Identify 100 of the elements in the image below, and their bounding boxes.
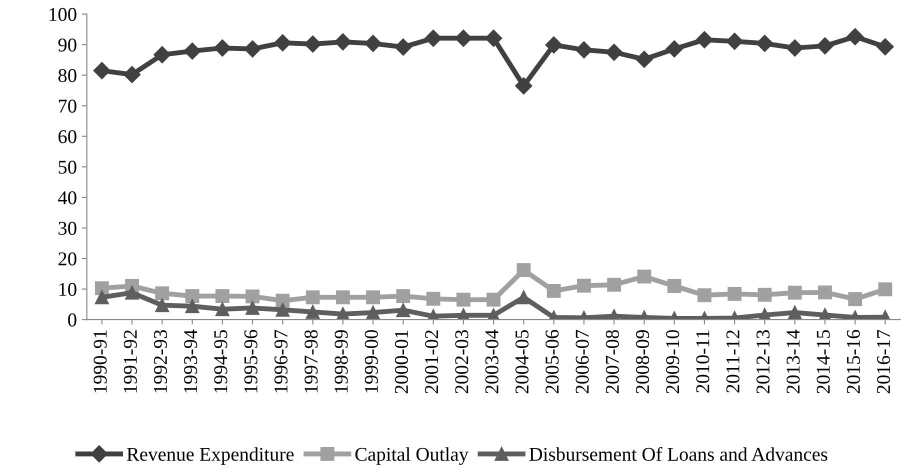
point bbox=[154, 46, 171, 64]
x-tick-label: 2006-07 bbox=[576, 330, 589, 394]
point bbox=[698, 288, 712, 302]
point bbox=[215, 289, 230, 304]
point bbox=[424, 30, 442, 47]
point bbox=[396, 303, 410, 318]
point bbox=[306, 305, 320, 319]
point bbox=[394, 38, 412, 56]
x-tick-label: 1999-00 bbox=[364, 330, 378, 392]
point bbox=[667, 279, 682, 293]
point bbox=[848, 292, 862, 306]
y-tick-label: 100 bbox=[50, 8, 76, 22]
point bbox=[606, 44, 623, 61]
point bbox=[485, 30, 502, 47]
point bbox=[575, 41, 592, 58]
point bbox=[94, 290, 109, 304]
x-tick-label: 2016-17 bbox=[876, 330, 890, 394]
x-tick-label: 2004-05 bbox=[515, 330, 529, 394]
y-tick-label: 90 bbox=[58, 38, 76, 52]
y-tick-label: 10 bbox=[59, 282, 76, 296]
point bbox=[456, 292, 470, 307]
point bbox=[276, 294, 290, 308]
point bbox=[185, 299, 200, 314]
y-tick-label: 40 bbox=[58, 191, 76, 204]
point bbox=[364, 34, 382, 52]
point bbox=[246, 301, 260, 315]
point bbox=[516, 290, 531, 304]
point bbox=[184, 42, 201, 60]
y-tick-label: 30 bbox=[58, 222, 76, 235]
point bbox=[607, 278, 622, 292]
point bbox=[306, 290, 320, 304]
point bbox=[276, 302, 290, 317]
x-tick-label: 1994-95 bbox=[214, 330, 228, 392]
point bbox=[788, 286, 802, 300]
point bbox=[846, 28, 864, 46]
y-tick-label: 70 bbox=[58, 100, 76, 113]
point bbox=[274, 34, 292, 52]
x-tick-label: 1995-96 bbox=[244, 330, 258, 392]
point bbox=[366, 290, 380, 304]
point bbox=[636, 50, 653, 68]
x-tick-label: 1996-97 bbox=[274, 330, 288, 392]
point bbox=[214, 39, 231, 57]
y-tick-label: 80 bbox=[58, 69, 76, 82]
x-tick-label: 1997-98 bbox=[304, 330, 318, 392]
x-tick-label: 2011-12 bbox=[726, 330, 740, 393]
point bbox=[516, 263, 531, 278]
x-tick-label: 1992-93 bbox=[154, 330, 168, 392]
point bbox=[155, 286, 170, 300]
x-tick-label: 2010-11 bbox=[696, 330, 710, 393]
point bbox=[756, 34, 774, 52]
x-tick-label: 2003-04 bbox=[485, 330, 498, 394]
point bbox=[876, 38, 894, 56]
point bbox=[666, 40, 683, 58]
point bbox=[728, 286, 742, 301]
point bbox=[246, 289, 260, 304]
x-tick-label: 1998-99 bbox=[334, 330, 348, 392]
legend-label: Capital Outlay bbox=[355, 447, 468, 465]
x-tick-label: 2002-03 bbox=[455, 330, 468, 394]
point bbox=[546, 284, 561, 298]
x-tick-label: 2015-16 bbox=[846, 330, 860, 394]
point bbox=[788, 306, 802, 320]
point bbox=[125, 286, 139, 300]
point bbox=[545, 36, 562, 54]
x-tick-label: 2000-01 bbox=[394, 330, 408, 394]
x-tick-label: 2007-08 bbox=[606, 330, 619, 394]
x-tick-label: 2013-14 bbox=[786, 330, 800, 394]
y-tick-label: 50 bbox=[58, 160, 76, 174]
legend-label: Disbursement Of Loans and Advances bbox=[529, 447, 828, 461]
x-tick-label: 2001-02 bbox=[425, 330, 438, 394]
point bbox=[726, 32, 744, 50]
x-tick-label: 2014-15 bbox=[816, 330, 830, 394]
point bbox=[758, 288, 772, 302]
x-tick-label: 2005-06 bbox=[546, 330, 559, 394]
point bbox=[816, 37, 834, 54]
y-tick-label: 20 bbox=[58, 252, 76, 266]
legend-label: Revenue Expenditure bbox=[126, 447, 294, 465]
point bbox=[244, 40, 262, 58]
point bbox=[304, 35, 322, 53]
x-tick-label: 1991-92 bbox=[124, 330, 137, 392]
point bbox=[215, 302, 230, 316]
point bbox=[515, 77, 532, 94]
point bbox=[878, 282, 892, 296]
x-tick-label: 1990-91 bbox=[94, 330, 107, 392]
point bbox=[336, 290, 350, 304]
x-tick-label: 2008-09 bbox=[636, 330, 650, 394]
point bbox=[486, 292, 501, 307]
point bbox=[155, 298, 170, 312]
y-tick-label: 60 bbox=[58, 130, 76, 144]
point bbox=[454, 30, 472, 47]
point bbox=[123, 66, 141, 84]
point bbox=[334, 33, 352, 50]
x-tick-label: 2012-13 bbox=[756, 330, 770, 394]
y-tick-label: 0 bbox=[68, 313, 76, 327]
point bbox=[818, 285, 832, 300]
point bbox=[577, 278, 591, 293]
point bbox=[426, 292, 440, 306]
point bbox=[396, 289, 410, 304]
x-tick-label: 1993-94 bbox=[184, 330, 198, 392]
point bbox=[94, 281, 109, 296]
point bbox=[185, 289, 200, 304]
